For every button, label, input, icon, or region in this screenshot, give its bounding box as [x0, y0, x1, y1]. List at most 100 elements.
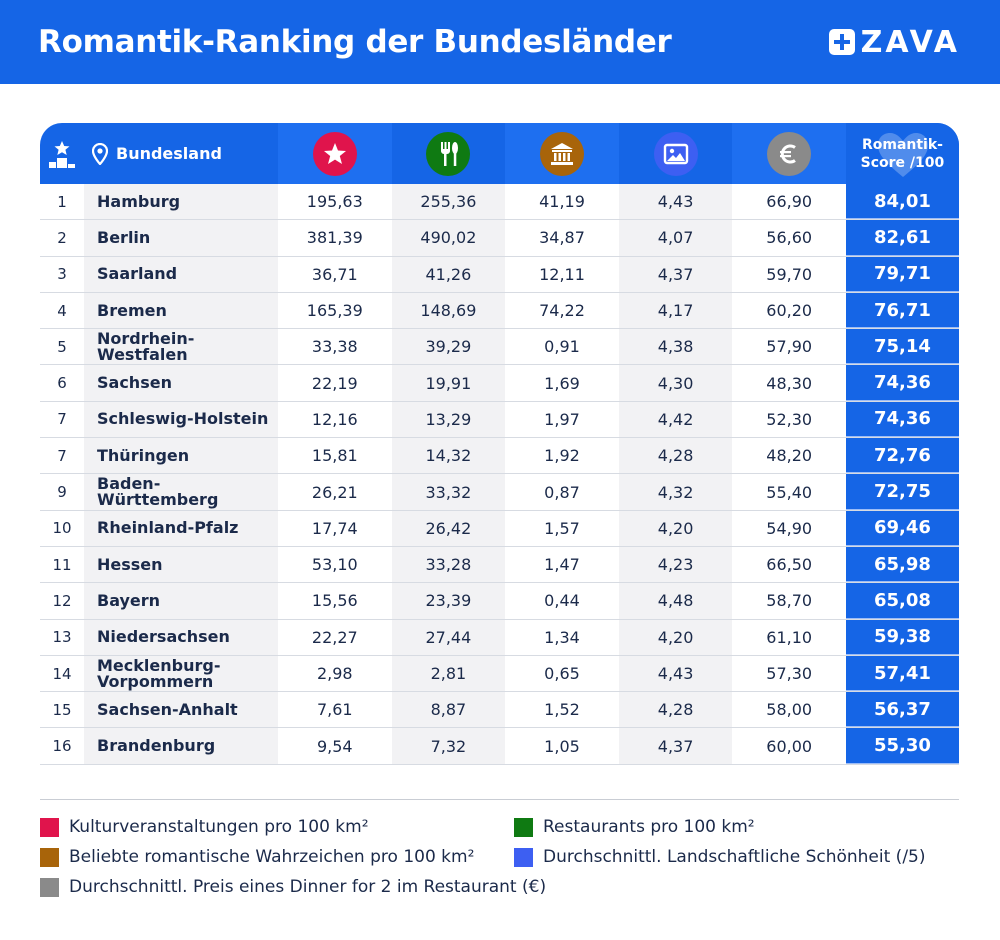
legend-swatch [40, 847, 59, 867]
restaurants-cell: 14,32 [391, 438, 506, 474]
monument-icon [539, 131, 584, 176]
rank-cell: 2 [57, 228, 67, 247]
price-cell: 66,90 [766, 192, 813, 212]
score-cell: 82,61 [845, 220, 959, 256]
restaurants-cell: 39,29 [391, 329, 506, 365]
score-cell: 65,08 [845, 583, 959, 619]
legend-label: Durchschnittl. Landschaftliche Schönheit… [543, 847, 926, 867]
rank-cell: 4 [57, 301, 67, 320]
logo-wordmark: ZAVA [860, 24, 960, 60]
culture-cell: 9,54 [316, 736, 353, 756]
landmarks-cell: 1,34 [544, 627, 580, 647]
name-cell: Bayern [84, 583, 278, 619]
legend-swatch [514, 847, 533, 867]
price-cell: 58,70 [766, 591, 813, 611]
heart-icon [877, 133, 928, 177]
score-cell: 69,46 [845, 510, 959, 546]
table-row: 1 Hamburg 195,63 255,36 41,19 4,43 66,90 84,01 [40, 184, 959, 221]
landscape-cell: 4,42 [618, 401, 733, 438]
rank-cell: 11 [52, 555, 72, 574]
culture-cell: 22,27 [311, 627, 358, 647]
score-cell: 65,98 [845, 546, 959, 583]
column-header-culture [278, 123, 392, 184]
price-cell: 55,40 [766, 482, 813, 502]
landscape-cell: 4,37 [618, 728, 733, 764]
restaurants-cell: 13,29 [391, 401, 506, 438]
landmarks-cell: 34,87 [539, 228, 585, 248]
table-header: Bundesland [40, 123, 959, 184]
landmarks-cell: 0,91 [544, 337, 580, 357]
landmarks-cell: 41,19 [539, 192, 585, 212]
landscape-cell: 4,32 [618, 474, 733, 510]
culture-cell: 165,39 [306, 301, 363, 321]
restaurants-cell: 27,44 [391, 619, 506, 655]
name-cell: Rheinland-Pfalz [84, 510, 278, 546]
rank-cell: 9 [57, 483, 67, 502]
ranking-table: Bundesland [40, 123, 959, 765]
culture-cell: 36,71 [311, 264, 358, 284]
price-cell: 54,90 [766, 518, 813, 538]
landscape-cell: 4,20 [618, 619, 733, 655]
culture-cell: 381,39 [306, 228, 363, 248]
legend-label: Kulturveranstaltungen pro 100 km² [69, 817, 369, 837]
score-cell: 75,14 [845, 329, 959, 365]
name-cell: Thüringen [84, 438, 278, 474]
rank-cell: 5 [57, 337, 67, 356]
podium-star-icon [40, 123, 84, 184]
landmarks-cell: 0,65 [544, 664, 580, 683]
landmarks-cell: 1,97 [544, 409, 580, 429]
table-row: 7 Schleswig-Holstein 12,16 13,29 1,97 4,42 52,… [40, 401, 959, 439]
landscape-cell: 4,28 [618, 438, 733, 474]
rank-cell: 10 [52, 519, 72, 538]
score-cell: 74,36 [845, 365, 959, 401]
table-row: 15 Sachsen-Anhalt 7,61 8,87 1,52 4,28 58,00 56,… [40, 692, 959, 729]
column-header-name-label: Bundesland [116, 144, 222, 163]
table-row: 3 Saarland 36,71 41,26 12,11 4,37 59,70 79,71 [40, 256, 959, 293]
star-icon [312, 131, 357, 176]
table-row: 9 Baden-Württemberg 26,21 33,32 0,87 4,32 55,4… [40, 474, 959, 511]
culture-cell: 15,56 [311, 591, 358, 611]
price-cell: 60,20 [766, 301, 813, 321]
rank-cell: 7 [57, 446, 67, 465]
landscape-cell: 4,28 [618, 692, 733, 728]
landmarks-cell: 12,11 [539, 264, 585, 284]
table-row: 7 Thüringen 15,81 14,32 1,92 4,28 48,20 72,76 [40, 438, 959, 475]
landscape-cell: 4,43 [618, 184, 733, 220]
score-cell: 55,30 [845, 728, 959, 764]
culture-cell: 195,63 [306, 192, 363, 212]
location-pin-icon [92, 142, 108, 165]
name-cell: Sachsen [84, 365, 278, 401]
landscape-cell: 4,43 [618, 655, 733, 692]
landscape-cell: 4,17 [618, 292, 733, 329]
name-cell: Brandenburg [84, 728, 278, 764]
restaurants-cell: 8,87 [391, 692, 506, 728]
score-cell: 72,76 [845, 438, 959, 474]
price-cell: 48,20 [766, 446, 813, 466]
score-cell: 79,71 [845, 256, 959, 292]
landscape-cell: 4,48 [618, 583, 733, 619]
landmarks-cell: 74,22 [539, 301, 585, 321]
landmarks-cell: 0,44 [544, 591, 580, 611]
zava-logo: ZAVA [828, 24, 960, 60]
divider [40, 799, 959, 800]
picture-icon [653, 131, 698, 176]
price-cell: 52,30 [766, 409, 813, 429]
culture-cell: 7,61 [316, 700, 353, 720]
restaurants-cell: 2,81 [391, 655, 506, 692]
table-row: 10 Rheinland-Pfalz 17,74 26,42 1,57 4,20 54,90… [40, 510, 959, 547]
name-cell: Bremen [84, 292, 278, 329]
landmarks-cell: 1,69 [544, 373, 580, 393]
score-cell: 74,36 [845, 401, 959, 438]
restaurants-cell: 490,02 [391, 220, 506, 256]
landscape-cell: 4,30 [618, 365, 733, 401]
restaurants-cell: 41,26 [391, 256, 506, 292]
column-header-landscape [619, 123, 733, 184]
table-row: 11 Hessen 53,10 33,28 1,47 4,23 66,50 65,98 [40, 546, 959, 584]
legend-item: Durchschnittl. Preis eines Dinner for 2 … [40, 877, 546, 897]
rank-cell: 13 [52, 628, 72, 647]
landscape-cell: 4,23 [618, 546, 733, 583]
column-header-landmarks [505, 123, 619, 184]
price-cell: 57,30 [766, 664, 813, 683]
price-cell: 60,00 [766, 736, 813, 756]
rank-cell: 7 [57, 410, 67, 429]
